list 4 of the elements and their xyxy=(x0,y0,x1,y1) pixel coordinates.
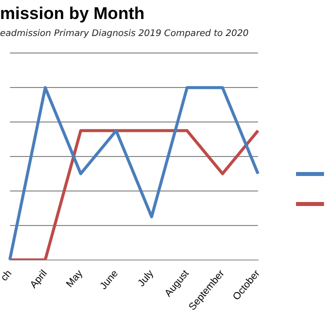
x-tick-label: ch xyxy=(0,268,14,284)
x-tick-label: July xyxy=(136,268,156,289)
chart-subtitle: eadmission Primary Diagnosis 2019 Compared to 2020 xyxy=(0,29,249,40)
chart-title: mission by Month xyxy=(0,4,144,23)
